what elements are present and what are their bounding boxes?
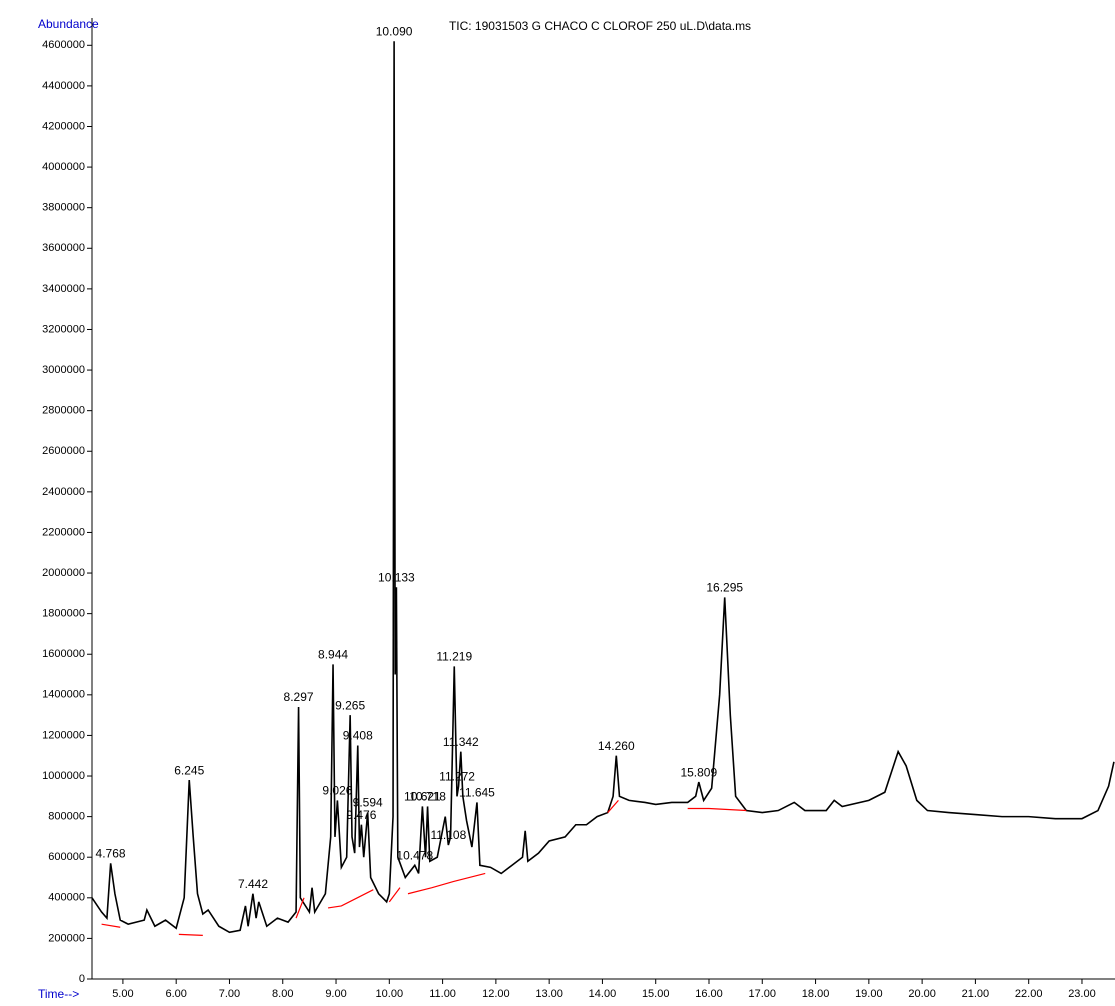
x-tick-label: 16.00: [695, 988, 723, 1000]
chart-title: TIC: 19031503 G CHACO C CLOROF 250 uL.D\…: [449, 19, 751, 33]
peak-label: 10.478: [396, 849, 433, 863]
x-tick-label: 8.00: [272, 988, 293, 1000]
peak-label: 10.090: [376, 24, 413, 38]
y-tick-label: 3400000: [42, 283, 85, 295]
peak-label: 9.408: [343, 729, 373, 743]
x-tick-label: 7.00: [219, 988, 240, 1000]
peak-label: 7.442: [238, 877, 268, 891]
y-tick-label: 200000: [48, 932, 85, 944]
y-tick-label: 1200000: [42, 729, 85, 741]
peak-label: 6.245: [174, 763, 204, 777]
y-tick-label: 2600000: [42, 445, 85, 457]
peak-label: 9.476: [346, 808, 376, 822]
y-tick-label: 4600000: [42, 39, 85, 51]
x-tick-label: 9.00: [325, 988, 346, 1000]
peak-label: 8.297: [284, 690, 314, 704]
y-tick-label: 2200000: [42, 526, 85, 538]
peak-label: 4.768: [96, 846, 126, 860]
y-tick-label: 2000000: [42, 567, 85, 579]
x-tick-label: 20.00: [908, 988, 936, 1000]
x-tick-label: 22.00: [1015, 988, 1043, 1000]
y-tick-label: 1800000: [42, 608, 85, 620]
peak-label: 10.621: [404, 790, 441, 804]
x-tick-label: 6.00: [165, 988, 186, 1000]
y-tick-label: 400000: [48, 892, 85, 904]
y-tick-label: 3200000: [42, 323, 85, 335]
y-tick-label: 4200000: [42, 120, 85, 132]
x-tick-label: 11.00: [429, 988, 456, 1000]
y-tick-label: 3000000: [42, 364, 85, 376]
y-axis-label: Abundance: [38, 17, 99, 31]
peak-label: 9.026: [322, 784, 352, 798]
x-tick-label: 23.00: [1068, 988, 1096, 1000]
peak-label: 11.342: [443, 735, 479, 749]
y-tick-label: 1600000: [42, 648, 85, 660]
y-tick-label: 800000: [48, 811, 85, 823]
peak-label: 9.265: [335, 698, 365, 712]
x-tick-label: 19.00: [855, 988, 883, 1000]
y-tick-label: 4000000: [42, 161, 85, 173]
x-tick-label: 14.00: [589, 988, 617, 1000]
x-tick-label: 15.00: [642, 988, 670, 1000]
x-tick-label: 21.00: [962, 988, 990, 1000]
y-tick-label: 1400000: [42, 689, 85, 701]
x-tick-label: 13.00: [535, 988, 563, 1000]
peak-label: 14.260: [598, 739, 635, 753]
peak-label: 9.594: [353, 796, 383, 810]
y-tick-label: 4400000: [42, 80, 85, 92]
peak-label: 10.718: [409, 790, 446, 804]
y-tick-label: 3600000: [42, 242, 85, 254]
tic-trace: [91, 41, 1115, 934]
y-tick-label: 3800000: [42, 202, 85, 214]
peak-label: 11.272: [439, 769, 475, 783]
y-tick-label: 2400000: [42, 486, 85, 498]
peak-label: 16.295: [706, 581, 743, 595]
peak-label: 11.219: [436, 650, 472, 664]
x-axis-label: Time-->: [38, 987, 79, 1001]
x-tick-label: 18.00: [802, 988, 830, 1000]
peak-label: 11.108: [430, 828, 466, 842]
peak-label: 10.133: [378, 570, 415, 584]
peak-label: 11.645: [459, 786, 495, 800]
y-tick-label: 0: [79, 973, 85, 985]
x-tick-label: 10.00: [376, 988, 404, 1000]
peak-label: 8.944: [318, 648, 348, 662]
integration-baseline: [101, 799, 747, 936]
y-tick-label: 1000000: [42, 770, 85, 782]
y-tick-label: 2800000: [42, 405, 85, 417]
x-tick-label: 5.00: [112, 988, 133, 1000]
peak-label: 15.809: [680, 765, 717, 779]
x-tick-label: 12.00: [482, 988, 510, 1000]
x-tick-label: 17.00: [749, 988, 777, 1000]
y-tick-label: 600000: [48, 851, 85, 863]
